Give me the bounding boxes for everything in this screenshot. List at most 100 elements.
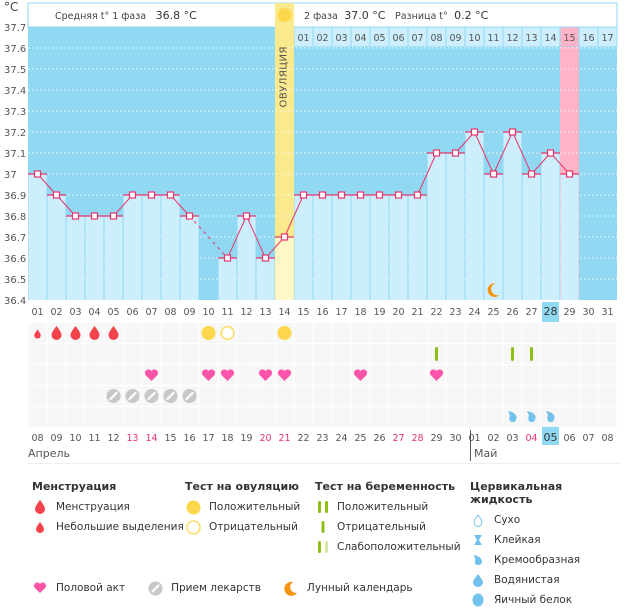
marker-cell [389,323,408,343]
marker-cell [446,365,465,385]
legend-label: Клейкая [494,534,541,546]
legend-item: Лунный календарь [283,578,413,598]
marker-cell [237,344,256,364]
marker-cell [465,365,484,385]
phase2-day-label: 16 [582,33,594,44]
temp-line-segment [474,131,494,175]
temp-point [508,128,517,136]
marker-cell [465,344,484,364]
heart-icon [32,582,48,594]
cycle-day-label: 03 [69,307,81,318]
creamy-icon [470,554,486,566]
phase2-day-label: 15 [563,33,575,44]
cycle-day-label: 08 [164,307,176,318]
marker-cell [370,407,389,427]
temp-bar [332,195,351,300]
cycle-day-label: 15 [297,307,309,318]
temp-point [527,170,536,178]
phase2-day-label: 09 [449,33,461,44]
cycle-day-label: 16 [316,307,328,318]
legend-label: Положительный [337,501,429,513]
marker-cell [294,323,313,343]
phase2-day-label: 06 [392,33,404,44]
marker-cell [313,407,332,427]
ovulation-sun-icon [277,8,292,22]
phase2-day-label: 13 [525,33,537,44]
temp-line-segment [246,215,266,259]
temp-bar [427,153,446,300]
marker-cell [180,407,199,427]
legend-label: Слабоположительный [337,541,461,553]
marker-cell [28,386,47,406]
temp-point [546,149,555,157]
temp-bar [465,132,484,300]
temp-point [565,170,574,178]
temp-bar [484,174,503,300]
cycle-day-label: 06 [126,307,138,318]
calendar-date-label: 15 [164,433,176,444]
temp-bar [256,258,275,300]
marker-cell [47,365,66,385]
marker-cell [427,407,446,427]
cycle-day-label: 29 [563,307,575,318]
marker-cell [332,323,351,343]
temp-point [109,212,118,220]
sticky-icon [470,534,486,546]
legend-cervical-fluid: Цервикальная жидкость Сухо Клейкая Кремо… [470,480,626,610]
calendar-date-label: 26 [373,433,385,444]
y-tick-label: 37.7 [4,23,26,34]
marker-cell [560,386,579,406]
temp-point [242,212,251,220]
marker-cell [218,344,237,364]
marker-cell [161,407,180,427]
marker-cell [142,344,161,364]
marker-cell [237,407,256,427]
temp-line-segment [284,194,304,238]
y-tick-label: 36.8 [4,212,26,223]
marker-cell [598,365,617,385]
legend-label: Сухо [494,514,521,526]
cycle-day-label: 05 [107,307,119,318]
one-line-icon [315,520,331,534]
marker-cell [503,386,522,406]
marker-cell [199,407,218,427]
calendar-date-label: 22 [297,433,309,444]
legend-title: Менструация [32,480,117,493]
marker-cell [275,407,294,427]
marker-cell [560,323,579,343]
cycle-day-label: 18 [354,307,366,318]
calendar-date-label: 19 [240,433,252,444]
marker-cell [598,323,617,343]
marker-cell [142,407,161,427]
marker-cell [237,386,256,406]
marker-cell [560,365,579,385]
calendar-date-label: 12 [107,433,119,444]
marker-cell [47,407,66,427]
marker-cell [389,407,408,427]
cycle-day-label: 28 [544,305,558,318]
legend-label: Кремообразная [494,554,581,566]
temp-point [223,254,232,262]
marker-cell [408,344,427,364]
calendar-date-label: 21 [278,433,290,444]
marker-cell [313,323,332,343]
marker-cell [85,407,104,427]
temp-point [185,212,194,220]
y-tick-label: 37.1 [4,149,26,160]
positive-circle-icon [185,500,201,515]
marker-cell [161,323,180,343]
marker-cell [161,365,180,385]
marker-cell [123,344,142,364]
marker-cell [104,365,123,385]
marker-cell [370,344,389,364]
pregnancy-negative-icon [530,347,533,361]
y-tick-label: 36.9 [4,191,26,202]
phase2-day-label: 17 [601,33,613,44]
temp-bar [47,195,66,300]
temp-point [128,191,137,199]
legend-item: Водянистая [470,570,626,590]
marker-cell [370,323,389,343]
temp-line-segment [512,131,532,175]
marker-cell [256,407,275,427]
temp-bar [28,174,47,300]
